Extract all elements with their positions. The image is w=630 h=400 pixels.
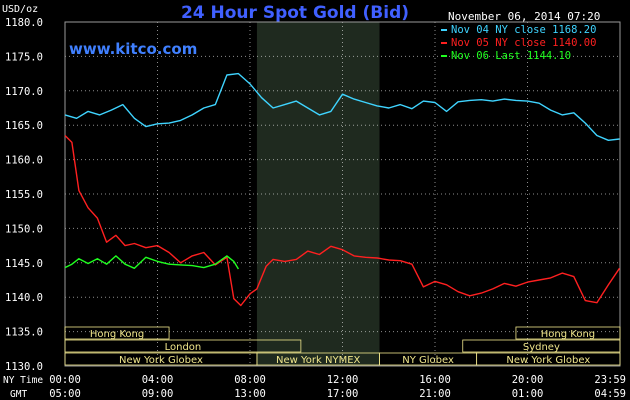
session-band: [462, 339, 621, 353]
x-tick-label-gmt: 17:00: [327, 388, 359, 400]
y-tick-label: 1150.0: [5, 223, 43, 235]
chart-title: 24 Hour Spot Gold (Bid): [181, 3, 409, 23]
x-tick-label-ny: 08:00: [234, 374, 266, 386]
plot-area: 1130.0 1135.0 1140.0 1145.0 1150.0 1155.0 1160…: [5, 17, 621, 373]
session-label: London: [165, 342, 202, 353]
x-tick-label-gmt: 05:00: [49, 388, 81, 400]
x-tick-label-gmt: 09:00: [142, 388, 174, 400]
y-tick-label: 1170.0: [5, 86, 43, 98]
y-tick-label: 1155.0: [5, 189, 43, 201]
x-tick-label-ny: 16:00: [419, 374, 451, 386]
timestamp: November 06, 2014 07:20: [448, 10, 600, 23]
y-tick-label: 1160.0: [5, 155, 43, 167]
x-row-label-ny: NY Time: [3, 375, 43, 386]
session-label: NY Globex: [402, 355, 454, 366]
session-band: [64, 339, 302, 353]
y-tick-label: 1135.0: [5, 327, 43, 339]
series-line: [64, 135, 621, 307]
legend-entry: Nov 06 Last 1144.10: [451, 50, 571, 62]
session-label: Sydney: [523, 342, 560, 353]
x-tick-label-gmt: 01:00: [512, 388, 544, 400]
y-tick-label: 1130.0: [5, 361, 43, 373]
session-band: [515, 326, 621, 340]
session-label: New York Globex: [119, 355, 203, 366]
series-line: [64, 72, 620, 142]
series-line: [64, 255, 239, 270]
x-row-label-gmt: GMT: [10, 389, 27, 400]
y-tick-label: 1140.0: [5, 292, 43, 304]
plot-frame: [64, 21, 621, 367]
x-tick-label-gmt: 13:00: [234, 388, 266, 400]
x-tick-label-ny: 23:59: [594, 374, 626, 386]
x-tick-label-ny: 00:00: [49, 374, 81, 386]
session-label: New York Globex: [506, 355, 590, 366]
x-tick-label-ny: 12:00: [327, 374, 359, 386]
legend-entry: Nov 04 NY close 1168.20: [451, 24, 596, 36]
y-tick-label: 1145.0: [5, 258, 43, 270]
session-band: [476, 352, 621, 366]
y-tick-label: 1180.0: [5, 17, 43, 29]
session-label: Hong Kong: [541, 329, 595, 340]
y-tick-label: 1175.0: [5, 51, 43, 63]
y-tick-label: 1165.0: [5, 120, 43, 132]
x-tick-label-gmt: 04:59: [594, 388, 626, 400]
y-axis-unit-label: USD/oz: [2, 4, 38, 15]
x-tick-label-gmt: 21:00: [419, 388, 451, 400]
session-band: [64, 326, 170, 340]
session-label: New York NYMEX: [276, 355, 361, 366]
legend-entry: Nov 05 NY close 1140.00: [451, 37, 596, 49]
x-tick-label-ny: 04:00: [142, 374, 174, 386]
watermark: www.kitco.com: [69, 40, 197, 58]
x-axis: NY Time GMT 00:00 05:00 04:00 09:00 08:00 13:00…: [3, 374, 626, 400]
x-tick-label-ny: 20:00: [512, 374, 544, 386]
session-label: Hong Kong: [90, 329, 144, 340]
